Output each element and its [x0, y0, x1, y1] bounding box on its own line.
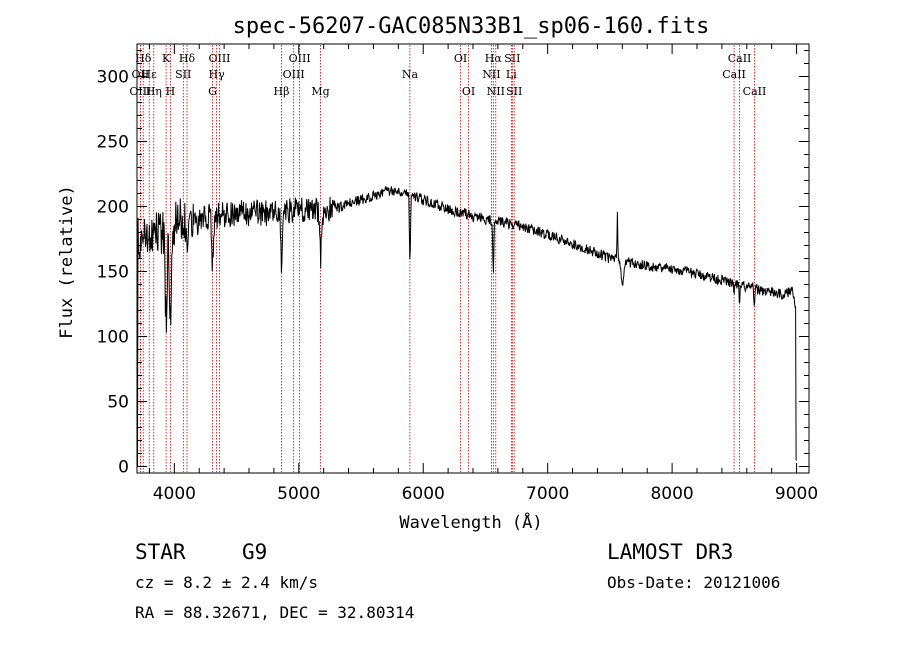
chart-title: spec-56207-GAC085N33B1_sp06-160.fits — [233, 14, 710, 39]
line-marker-label: CaII — [743, 85, 767, 98]
object-subclass: G9 — [242, 540, 268, 564]
line-marker-label: Hδ — [179, 52, 196, 65]
line-marker-label: K — [162, 52, 171, 65]
line-marker-label: Mg — [311, 85, 329, 98]
line-marker-label: NII — [487, 85, 505, 98]
y-axis: 0 50 100 150 200 250 300 — [97, 50, 809, 478]
line-marker-label: OI — [454, 52, 467, 65]
object-class: STAR — [135, 540, 186, 564]
line-marker-label: OIII — [283, 68, 305, 81]
x-tick-label: 6000 — [402, 484, 445, 504]
line-marker-label: Li — [506, 68, 517, 81]
line-marker-label: Hδ — [135, 52, 152, 65]
x-tick-label: 9000 — [775, 484, 818, 504]
line-marker-label: SII — [506, 85, 522, 98]
line-marker-label: SII — [175, 68, 191, 81]
line-marker-label: SII — [504, 52, 520, 65]
survey-name: LAMOST DR3 — [607, 540, 734, 564]
line-marker-label: Hγ — [209, 68, 226, 81]
line-marker-label: H — [166, 85, 176, 98]
line-marker-label: OIII — [208, 52, 230, 65]
x-tick-label: 5000 — [277, 484, 320, 504]
spectrum-line — [137, 185, 797, 467]
line-marker-label: Hε — [142, 68, 158, 81]
coordinates: RA = 88.32671, DEC = 32.80314 — [135, 603, 415, 622]
y-tick-label: 200 — [97, 198, 129, 218]
y-tick-label: 50 — [107, 393, 129, 413]
line-marker-label: NII — [482, 68, 500, 81]
observation-date: Obs-Date: 20121006 — [607, 573, 781, 592]
y-tick-label: 300 — [97, 68, 129, 88]
line-marker-label: OII — [132, 68, 150, 81]
y-tick-label: 250 — [97, 133, 129, 153]
y-tick-label: 0 — [118, 458, 129, 478]
line-marker-label: OI — [462, 85, 475, 98]
line-marker-label: Hβ — [274, 85, 290, 98]
line-marker-label: Na — [402, 68, 419, 81]
y-tick-label: 100 — [97, 328, 129, 348]
line-markers: Hδ OII OIII Hε Hη K H SII Hδ OIII Hγ G Hβ OIII OIII Mg N… — [129, 45, 766, 472]
line-marker-label: Hα — [485, 52, 503, 65]
y-tick-label: 150 — [97, 263, 129, 283]
line-marker-label: OIII — [129, 85, 151, 98]
line-marker-label: Hη — [146, 85, 162, 98]
line-marker-label: G — [208, 85, 217, 98]
plot-frame — [136, 43, 810, 474]
x-tick-label: 4000 — [153, 484, 196, 504]
x-tick-label: 8000 — [650, 484, 693, 504]
redshift-value: cz = 8.2 ± 2.4 km/s — [135, 573, 319, 592]
x-axis: 4000 5000 6000 7000 8000 9000 — [148, 44, 818, 504]
line-marker-label: OIII — [289, 52, 311, 65]
line-marker-label: CaII — [722, 68, 746, 81]
x-tick-label: 7000 — [526, 484, 569, 504]
y-axis-label: Flux (relative) — [57, 185, 77, 339]
line-marker-label: CaII — [728, 52, 752, 65]
x-axis-label: Wavelength (Å) — [399, 511, 542, 533]
